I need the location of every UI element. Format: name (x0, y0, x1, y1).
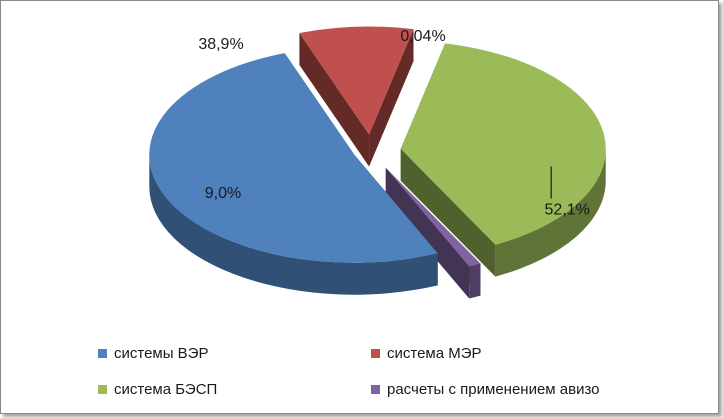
slice-vep (149, 53, 438, 263)
legend-item-aviso: расчеты с применением авизо (371, 381, 600, 398)
legend-label-aviso: расчеты с применением авизо (387, 381, 600, 398)
slice-wall-besp-1 (400, 148, 496, 277)
slice-side-vep-0 (149, 154, 438, 295)
data-label-besp: 38,9% (198, 36, 243, 53)
legend-label-vep: системы ВЭР (114, 345, 209, 362)
legend-swatch-aviso (371, 385, 380, 394)
data-label-mer: 9,0% (205, 185, 241, 202)
legend-swatch-vep (98, 349, 107, 358)
slice-wall-mer-1 (369, 29, 414, 167)
slice-side-besp-0 (495, 148, 606, 277)
legend-label-mer: система МЭР (387, 345, 482, 362)
slice-wall-aviso-1 (385, 167, 470, 299)
slice-mer (299, 26, 414, 135)
legend-item-mer: система МЭР (371, 345, 482, 362)
pie-chart: 52,1% 9,0% 38,9% 0,04% (149, 26, 606, 299)
slice-aviso (385, 167, 481, 267)
legend-swatch-besp (98, 385, 107, 394)
legend: системы ВЭР система МЭР система БЭСП рас… (98, 345, 698, 405)
slice-wall-mer-0 (299, 32, 370, 167)
legend-item-besp: система БЭСП (98, 381, 217, 398)
slice-side-aviso-0 (469, 263, 481, 299)
data-label-aviso: 0,04% (400, 28, 445, 45)
legend-swatch-mer (371, 349, 380, 358)
legend-label-besp: система БЭСП (114, 381, 218, 398)
data-label-vep: 52,1% (544, 201, 589, 218)
legend-item-vep: системы ВЭР (98, 345, 208, 362)
slice-besp (400, 43, 606, 245)
